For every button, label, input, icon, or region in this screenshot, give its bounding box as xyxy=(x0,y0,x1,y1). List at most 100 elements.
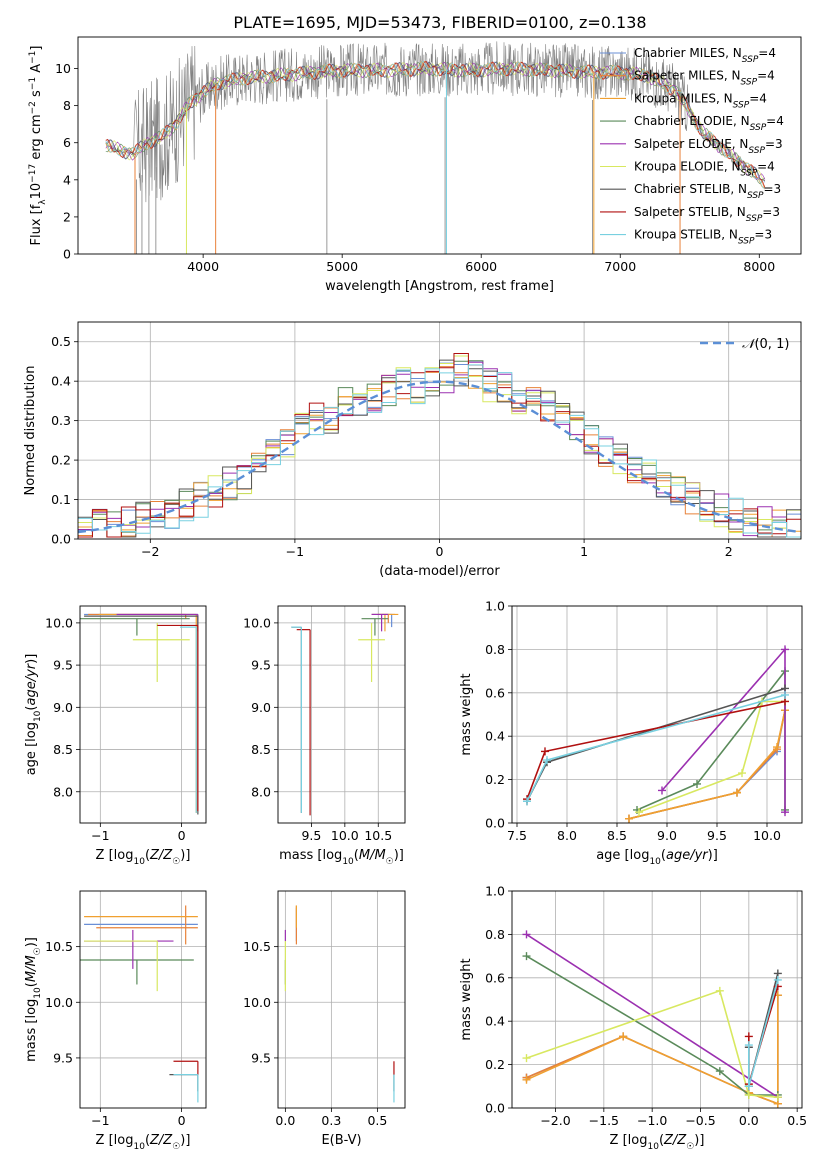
x-axis-label: Z [log10(Z/Z☉)] xyxy=(96,848,191,867)
mass_vs_ebv-grid xyxy=(278,891,405,1108)
y-tick-label: 1.0 xyxy=(485,884,505,899)
errorbar-kroupa-stelib xyxy=(179,626,197,813)
mass-weight-vs-age-panel: 7.5 8.0 8.5 9.0 9.5 10.0 0.0 0.2 0.4 0.6 0.8 1.0 age… xyxy=(459,599,803,867)
x-tick-label: −0.5 xyxy=(685,1113,715,1128)
axes-frame xyxy=(79,890,207,1109)
x-tick-label: 0.0 xyxy=(275,1113,295,1128)
axes-frame xyxy=(511,605,803,824)
data-point-marker xyxy=(523,797,531,806)
y-axis-label: mass weight xyxy=(459,673,474,755)
series-line xyxy=(526,933,779,1098)
y-tick-label: 0.1 xyxy=(51,492,71,507)
data-point-marker xyxy=(522,952,531,961)
x-tick-label: 2 xyxy=(725,544,733,559)
figure-title: PLATE=1695, MJD=53473, FIBERID=0100, z=0… xyxy=(233,13,646,32)
y-tick-label: 0.6 xyxy=(485,685,505,700)
data-point-marker xyxy=(522,930,531,939)
y-tick-label: 10.0 xyxy=(243,615,271,630)
x-tick-label: 0.5 xyxy=(787,1113,807,1128)
age_vs_Z-grid xyxy=(80,606,206,823)
y-axis-label: Flux [fλ10−17 erg cm−2 s−1 A−1] xyxy=(28,46,48,246)
residuals-legend: 𝒩(0, 1) xyxy=(700,337,789,352)
axes-frame xyxy=(77,321,802,540)
data-point-marker xyxy=(522,1054,531,1063)
mass_weight_vs_Z-grid xyxy=(512,890,802,1109)
x-tick-label: −2 xyxy=(141,544,159,559)
series-line xyxy=(638,700,785,813)
errorbar-chabrier-elodie xyxy=(361,618,389,636)
legend-label-kroupa-miles: Kroupa MILES, NSSP=4 xyxy=(634,91,767,110)
data-point-marker xyxy=(744,1090,753,1099)
axes-frame xyxy=(79,605,207,824)
y-tick-label: 9.0 xyxy=(251,700,271,715)
errorbar-salpeter-stelib xyxy=(296,629,311,816)
age_vs_mass-plot-area xyxy=(291,613,399,816)
y-tick-label: 0.0 xyxy=(485,1101,505,1116)
errorbar-chabrier-stelib xyxy=(84,615,199,815)
y-tick-label: 10.5 xyxy=(243,939,271,954)
x-axis-label: (data-model)/error xyxy=(379,564,500,579)
data-point-marker xyxy=(693,779,701,788)
y-tick-label: 0.8 xyxy=(485,927,505,942)
y-tick-label: 10.0 xyxy=(45,615,73,630)
legend-label-kroupa-elodie: Kroupa ELODIE, NSSP=4 xyxy=(634,160,775,179)
x-tick-label: 9.0 xyxy=(657,828,677,843)
x-axis-label: E(B-V) xyxy=(321,1133,361,1148)
y-axis-label: mass weight xyxy=(459,958,474,1040)
x-tick-label: −1 xyxy=(91,1113,109,1128)
errorbar-chabrier-stelib xyxy=(291,626,302,813)
x-axis-label: age [log10(age/yr)] xyxy=(596,848,718,867)
errorbar-chabrier-elodie xyxy=(80,959,194,985)
x-tick-label: 6000 xyxy=(465,259,497,274)
x-axis-label: mass [log10(M/M☉)] xyxy=(279,848,404,867)
axes-frame xyxy=(277,890,406,1109)
y-tick-label: 10.5 xyxy=(45,939,73,954)
histogram-kroupa-stelib xyxy=(78,364,801,538)
data-point-marker xyxy=(781,645,789,654)
series-line xyxy=(526,694,786,802)
spectrum-plot-area xyxy=(105,41,766,254)
y-tick-label: 0.8 xyxy=(485,642,505,657)
x-tick-label: 0.5 xyxy=(367,1113,387,1128)
x-tick-label: 5000 xyxy=(326,259,358,274)
residuals-panel: −2 −1 0 1 2 0.0 0.1 0.2 0.3 0.4 0.5 𝒩(0, 1) (data-mo… xyxy=(23,321,802,579)
x-tick-label: 0.3 xyxy=(321,1113,341,1128)
series-line xyxy=(748,979,779,1087)
x-tick-label: −1 xyxy=(91,828,109,843)
y-tick-label: 0.2 xyxy=(485,1057,505,1072)
data-point-marker xyxy=(541,747,549,756)
data-point-marker xyxy=(658,786,666,795)
y-tick-label: 0.5 xyxy=(51,334,71,349)
x-tick-label: −1 xyxy=(286,544,304,559)
mass_vs_Z-grid xyxy=(80,891,206,1108)
mass_weight_vs_age-plot-area xyxy=(523,645,789,823)
y-tick-label: 0.2 xyxy=(51,453,71,468)
legend-label-salpeter-miles: Salpeter MILES, NSSP=4 xyxy=(634,69,775,88)
mass-vs-extinction-panel: 0.0 0.3 0.5 9.5 10.0 10.5 E(B-V) xyxy=(243,890,406,1148)
x-tick-label: 0.0 xyxy=(739,1113,759,1128)
axes-frame xyxy=(511,890,803,1109)
series-line xyxy=(526,955,778,1096)
age-vs-metallicity-panel: −1 0 8.0 8.5 9.0 9.5 10.0 Z [log10(Z/Z☉)] age [l… xyxy=(24,605,207,867)
x-axis-label: Z [log10(Z/Z☉)] xyxy=(96,1133,191,1152)
model-spectrum-chabrier-elodie xyxy=(105,61,766,185)
y-tick-label: 9.0 xyxy=(53,700,73,715)
legend-label-chabrier-miles: Chabrier MILES, NSSP=4 xyxy=(634,46,776,65)
series-kroupa-stelib xyxy=(523,690,789,806)
mass-weight-vs-metallicity-panel: −2.0 −1.5 −1.0 −0.5 0.0 0.5 0.0 0.2 0.4 0.6 0.8 1.0… xyxy=(459,884,807,1153)
data-point-marker xyxy=(773,975,782,984)
data-point-marker xyxy=(773,743,781,752)
x-axis-label: wavelength [Angstrom, rest frame] xyxy=(325,279,554,294)
legend-label-chabrier-elodie: Chabrier ELODIE, NSSP=4 xyxy=(634,114,784,133)
y-tick-label: 9.5 xyxy=(251,1050,271,1065)
x-tick-label: −1.0 xyxy=(637,1113,667,1128)
y-axis-label: mass [log10(M/M☉)] xyxy=(24,937,43,1062)
y-tick-label: 0.4 xyxy=(485,1014,505,1029)
series-kroupa-elodie xyxy=(522,986,782,1102)
y-tick-label: 9.5 xyxy=(53,1050,73,1065)
y-tick-label: 2 xyxy=(63,209,71,224)
y-tick-label: 4 xyxy=(63,172,71,187)
y-tick-label: 0.0 xyxy=(485,816,505,831)
y-tick-label: 9.5 xyxy=(251,658,271,673)
